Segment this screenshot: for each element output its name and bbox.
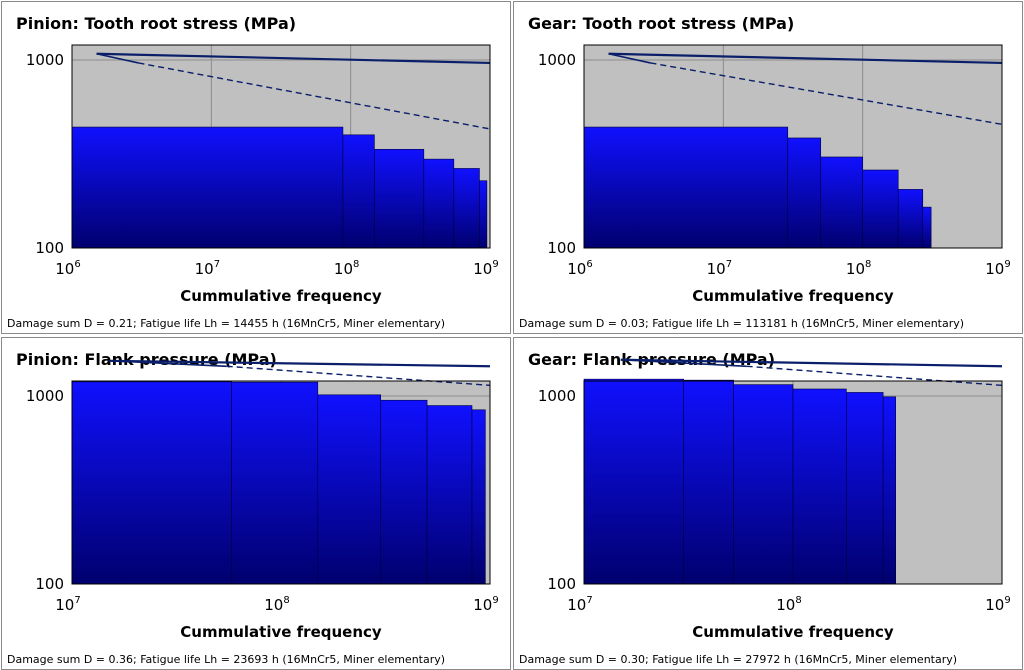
chart-footer: Damage sum D = 0.21; Fatigue life Lh = 1… — [7, 317, 446, 330]
plot-border — [583, 44, 1003, 249]
bar-1 — [787, 137, 822, 249]
x-tick-label: 109 — [985, 259, 1010, 278]
bar-5 — [471, 409, 486, 585]
bar-2 — [317, 394, 382, 585]
x-axis-label: Cummulative frequency — [180, 287, 382, 305]
limit-line — [620, 358, 1003, 368]
x-tick-label: 107 — [707, 259, 732, 278]
bar-2 — [374, 149, 425, 249]
bar-5 — [922, 206, 932, 249]
x-tick-label: 109 — [473, 259, 498, 278]
x-tick-label: 106 — [55, 259, 80, 278]
bar-0 — [71, 126, 344, 249]
bar-4 — [846, 392, 884, 585]
plot-border — [583, 380, 1003, 585]
bar-4 — [453, 168, 480, 249]
x-tick-label: 108 — [846, 259, 871, 278]
x-tick-label: 109 — [473, 595, 498, 614]
x-tick-label: 108 — [334, 259, 359, 278]
bar-0 — [71, 381, 232, 585]
sn-curve-start — [96, 52, 139, 64]
chart-footer: Damage sum D = 0.30; Fatigue life Lh = 2… — [519, 653, 958, 666]
x-tick-label: 107 — [195, 259, 220, 278]
chart-panel-gear-root-stress: Gear: Tooth root stress (MPa) 100 1000 106… — [513, 1, 1023, 334]
bar-0 — [583, 378, 685, 585]
chart-title: Gear: Tooth root stress (MPa) — [528, 14, 795, 33]
chart-footer: Damage sum D = 0.36; Fatigue life Lh = 2… — [7, 653, 446, 666]
y-tick-label: 100 — [547, 239, 576, 257]
sn-curve-start — [108, 359, 227, 368]
chart-svg: 100 1000 106 107 108 109 Cummulative frequency — [538, 44, 1011, 305]
x-tick-label: 107 — [567, 595, 592, 614]
chart-svg: 100 1000 107 108 109 Cummulative frequency — [538, 358, 1011, 641]
chart-title: Pinion: Tooth root stress (MPa) — [16, 14, 297, 33]
chart-svg: 100 1000 106 107 108 109 Cummulative frequency — [26, 44, 499, 305]
bar-2 — [820, 156, 863, 249]
chart-footer: Damage sum D = 0.03; Fatigue life Lh = 1… — [519, 317, 965, 330]
bar-3 — [380, 399, 428, 585]
bar-4 — [897, 189, 924, 249]
bar-3 — [862, 169, 899, 249]
x-axis-label: Cummulative frequency — [692, 287, 894, 305]
bar-3 — [423, 158, 455, 249]
y-tick-label: 1000 — [538, 387, 576, 405]
bar-4 — [426, 405, 473, 585]
y-tick-label: 1000 — [26, 51, 64, 69]
limit-line — [608, 52, 1003, 65]
bar-1 — [342, 134, 375, 249]
x-tick-label: 107 — [55, 595, 80, 614]
sn-curve-start — [608, 52, 651, 64]
x-tick-label: 108 — [264, 595, 289, 614]
plot-border — [71, 380, 491, 585]
bar-1 — [231, 381, 319, 585]
limit-line — [96, 52, 491, 65]
chart-panel-pinion-flank-pressure: Pinion: Flank pressure (MPa) 100 1000 107 1… — [1, 337, 511, 670]
plot-border — [71, 44, 491, 249]
y-tick-label: 100 — [547, 575, 576, 593]
x-tick-label: 108 — [776, 595, 801, 614]
chart-title: Pinion: Flank pressure (MPa) — [16, 350, 277, 369]
x-tick-label: 106 — [567, 259, 592, 278]
chart-svg: 100 1000 107 108 109 Cummulative frequency — [26, 359, 499, 641]
bar-2 — [733, 384, 794, 585]
chart-panel-gear-flank-pressure: Gear: Flank pressure (MPa) 100 1000 107 108… — [513, 337, 1023, 670]
bar-1 — [683, 379, 734, 585]
x-axis-label: Cummulative frequency — [180, 623, 382, 641]
y-tick-label: 100 — [35, 239, 64, 257]
x-tick-label: 109 — [985, 595, 1010, 614]
bar-5 — [479, 180, 488, 249]
bar-0 — [583, 126, 789, 249]
bar-5 — [882, 396, 896, 585]
limit-line — [108, 359, 491, 368]
bar-3 — [792, 388, 847, 585]
sn-curve — [746, 365, 1003, 387]
sn-curve-start — [620, 358, 747, 368]
y-tick-label: 1000 — [26, 387, 64, 405]
y-tick-label: 1000 — [538, 51, 576, 69]
y-tick-label: 100 — [35, 575, 64, 593]
chart-panel-pinion-root-stress: Pinion: Tooth root stress (MPa) 100 1000 1… — [1, 1, 511, 334]
x-axis-label: Cummulative frequency — [692, 623, 894, 641]
sn-curve — [226, 365, 491, 387]
